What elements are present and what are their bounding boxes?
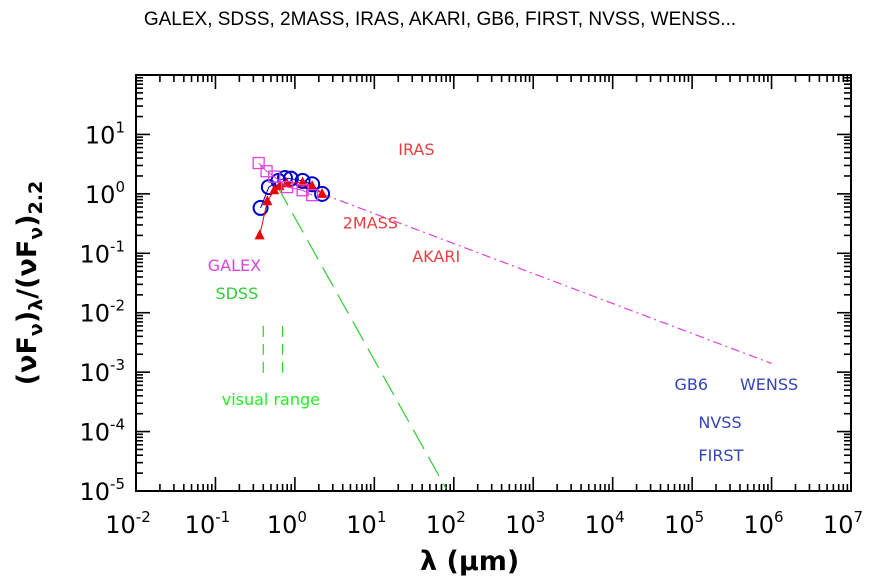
annotation-label: FIRST <box>698 446 743 465</box>
survey-annotations: IRAS 2MASS AKARI GALEX SDSS visual range GB6 WE… <box>208 140 798 465</box>
data-point-triangle <box>317 187 328 198</box>
x-tick-label: 10-2 <box>105 508 151 539</box>
annotation-label: NVSS <box>698 413 741 432</box>
data-point-square <box>306 189 319 202</box>
y-axis-title: (νFν)λ/(νFν)2.2 <box>12 181 47 386</box>
model-line <box>276 185 447 489</box>
y-tick-label: 101 <box>85 118 125 149</box>
data-point-triangle <box>262 195 273 206</box>
x-axis-title: λ (μm) <box>420 546 519 577</box>
annotation-label: WENSS <box>740 375 798 394</box>
data-point-square <box>268 170 281 183</box>
axis-ticks <box>135 74 852 492</box>
plot-frame <box>135 74 852 492</box>
annotation-label: 2MASS <box>343 214 398 233</box>
data-point-triangle <box>307 180 318 191</box>
data-point-triangle <box>269 184 280 195</box>
x-tick-label: 102 <box>426 508 466 539</box>
x-tick-labels: 10-2 10-1 100 101 102 103 104 105 106 107 <box>105 508 863 539</box>
x-tick-label: 104 <box>585 508 625 539</box>
annotation-label: AKARI <box>412 247 460 266</box>
data-point-circle <box>294 172 311 189</box>
y-tick-label: 10-2 <box>79 297 125 328</box>
chart-title: GALEX, SDSS, 2MASS, IRAS, AKARI, GB6, FI… <box>144 9 736 30</box>
annotation-label: GB6 <box>674 375 708 394</box>
model-line <box>321 193 772 365</box>
data-point-triangle <box>254 229 265 240</box>
series-connector <box>258 162 313 196</box>
x-tick-label: 101 <box>346 508 386 539</box>
svg-text:λ (μm): λ (μm) <box>420 546 519 577</box>
x-tick-label: 103 <box>505 508 545 539</box>
x-tick-label: 10-1 <box>185 508 231 539</box>
y-tick-label: 10-5 <box>79 475 125 506</box>
x-tick-label: 107 <box>823 508 863 539</box>
x-tick-label: 106 <box>744 508 784 539</box>
annotation-label: GALEX <box>208 256 261 275</box>
x-tick-label: 100 <box>267 508 307 539</box>
annotation-label: SDSS <box>215 284 258 303</box>
annotation-label: IRAS <box>398 140 434 159</box>
annotation-label: visual range <box>222 390 320 409</box>
y-tick-label: 10-3 <box>79 356 125 387</box>
data-point-triangle <box>297 176 308 187</box>
y-tick-label: 10-1 <box>79 237 125 268</box>
x-tick-label: 105 <box>664 508 704 539</box>
svg-text:(νFν)λ/(νFν)2.2: (νFν)λ/(νFν)2.2 <box>12 181 47 386</box>
y-tick-label: 100 <box>85 178 125 209</box>
y-tick-label: 10-4 <box>79 416 125 447</box>
data-point-circle <box>252 199 269 216</box>
model-lines <box>262 185 772 489</box>
data-series <box>252 156 331 240</box>
data-point-square <box>281 180 294 194</box>
data-point-circle <box>314 185 331 202</box>
y-tick-labels: 101 100 10-1 10-2 10-3 10-4 10-5 <box>79 118 125 506</box>
data-point-square <box>252 156 265 170</box>
